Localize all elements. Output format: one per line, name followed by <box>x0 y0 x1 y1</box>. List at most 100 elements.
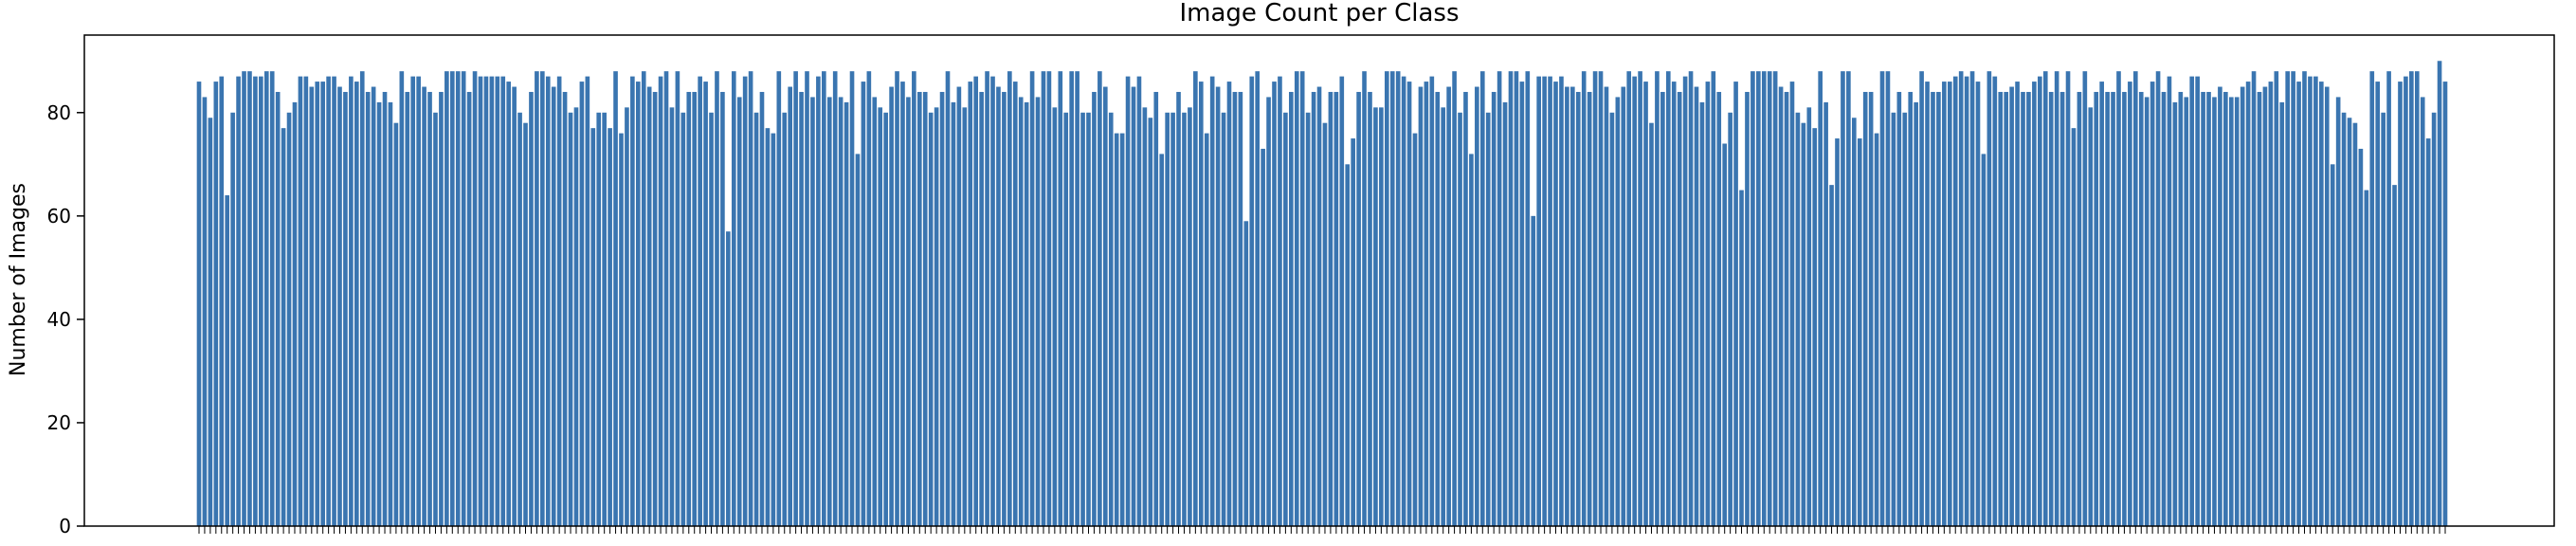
bar <box>2369 71 2375 527</box>
bar <box>1012 82 1018 526</box>
bar <box>247 71 252 527</box>
bar <box>2065 71 2071 527</box>
bar <box>2437 61 2442 526</box>
bar <box>1148 118 1153 527</box>
bar <box>2431 112 2437 526</box>
bar <box>2094 91 2099 526</box>
bar <box>635 82 641 526</box>
bar <box>1328 91 1333 526</box>
bar <box>1947 82 1952 526</box>
bar <box>478 76 483 527</box>
bar <box>1739 190 1744 526</box>
bar <box>1638 71 1642 527</box>
bar <box>1232 91 1238 526</box>
bar <box>1609 112 1615 526</box>
bar <box>2015 82 2020 526</box>
bar <box>788 86 792 526</box>
bar <box>422 86 426 526</box>
bar <box>1575 91 1581 526</box>
bar <box>675 71 680 527</box>
bar <box>1604 86 1609 526</box>
bar <box>2132 71 2138 527</box>
bar <box>939 91 945 526</box>
bar <box>376 101 382 526</box>
bar <box>2161 91 2167 526</box>
bar <box>1936 91 1941 526</box>
bar <box>1339 76 1345 527</box>
bar <box>1086 112 1091 526</box>
bar <box>1862 91 1868 526</box>
bar <box>2347 118 2352 527</box>
bar <box>1857 138 1862 527</box>
bar <box>1784 91 1789 526</box>
bar <box>1188 107 1192 526</box>
bar <box>1795 112 1801 526</box>
bar <box>213 82 219 526</box>
bar <box>1553 82 1558 526</box>
bar <box>281 128 286 526</box>
bar <box>1981 154 1986 526</box>
bar <box>2223 91 2228 526</box>
bar <box>663 71 669 527</box>
bar <box>2088 107 2094 526</box>
bar <box>2262 86 2268 526</box>
bar <box>776 71 782 527</box>
bar <box>1479 71 1485 527</box>
bar <box>832 71 838 527</box>
bar <box>849 71 855 527</box>
bar <box>990 76 995 527</box>
bar <box>625 107 629 526</box>
bar <box>2330 164 2335 526</box>
bar <box>1823 101 1828 526</box>
bar <box>1682 76 1688 527</box>
bar <box>196 82 202 526</box>
bar <box>1728 112 1732 526</box>
bar <box>1542 76 1547 527</box>
bar <box>1621 86 1626 526</box>
bar <box>551 86 556 526</box>
bar <box>1660 91 1665 526</box>
bar <box>736 97 742 527</box>
bar <box>1846 71 1851 527</box>
bar <box>1221 112 1226 526</box>
bar <box>2150 82 2155 526</box>
bar <box>793 71 798 527</box>
bar <box>1069 71 1074 527</box>
bar <box>1767 71 1772 527</box>
bar <box>2425 138 2431 527</box>
bar <box>365 91 371 526</box>
bar <box>2234 97 2240 527</box>
bar <box>2099 82 2104 526</box>
bar <box>985 71 989 527</box>
bar <box>1942 82 1947 526</box>
bar <box>1531 215 1536 526</box>
bar <box>1969 71 1975 527</box>
bar <box>1092 91 1097 526</box>
bar <box>1778 86 1784 526</box>
bar <box>1261 148 1265 526</box>
bar <box>1745 91 1750 526</box>
bar <box>2358 148 2364 526</box>
bar <box>1362 71 1367 527</box>
bar <box>1170 112 1175 526</box>
bar <box>1215 86 1221 526</box>
bar <box>646 86 652 526</box>
bar <box>608 128 612 526</box>
bar <box>433 112 438 526</box>
bar <box>236 76 241 527</box>
bar <box>799 91 804 526</box>
bar <box>253 76 258 527</box>
bar <box>996 86 1001 526</box>
bar <box>1475 86 1479 526</box>
bar <box>1289 91 1294 526</box>
bar <box>1182 112 1187 526</box>
bar <box>2155 71 2161 527</box>
bar <box>2291 71 2295 527</box>
bar <box>1958 71 1964 527</box>
bar <box>399 71 405 527</box>
bar <box>444 71 449 527</box>
bar <box>303 76 309 527</box>
bar <box>1525 71 1531 527</box>
bar <box>1098 71 1102 527</box>
bar <box>742 76 748 527</box>
